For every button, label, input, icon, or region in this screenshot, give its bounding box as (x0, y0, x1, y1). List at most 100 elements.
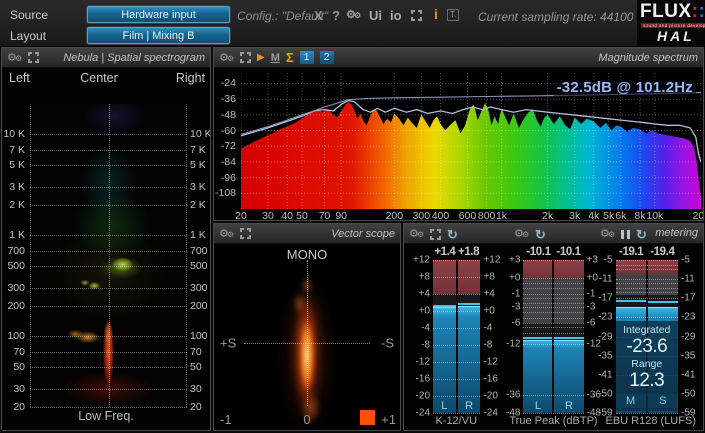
meter-scale-tick: +3 (587, 255, 598, 266)
s-button[interactable]: S (648, 394, 678, 408)
meter-scale-tick: -50 (681, 388, 695, 399)
spectrum-freq-tick: 5k (603, 210, 614, 220)
nebula-freq-tick: 2 K (9, 199, 25, 211)
range-value: 12.3 (629, 371, 664, 391)
meter-peak-marker (433, 305, 456, 307)
help-icon[interactable]: ? (332, 9, 340, 22)
meter-scale-tick: -41 (598, 369, 612, 380)
meter-scale-tick: +0 (419, 305, 430, 316)
meter-scale-tick: -36 (506, 389, 520, 400)
vectorscope-center-line (307, 260, 308, 406)
meter-bar-l: L (433, 260, 456, 413)
meter-scale-tick: -4 (483, 322, 492, 333)
meter-bars: LR (523, 260, 583, 413)
slot-1-button[interactable]: 1 (300, 51, 314, 64)
nebula-gridline (30, 187, 187, 188)
pause-icon[interactable] (621, 230, 630, 239)
m-button[interactable]: M (616, 394, 646, 408)
nebula-gridline (30, 306, 187, 307)
meter-gridline (433, 413, 480, 414)
meter-scale-left: +3+0-1-3-6-12-36-48 (507, 260, 523, 413)
meter-scale-tick: -12 (416, 357, 430, 368)
meter-scale-tick: -20 (483, 391, 497, 402)
io-settings-button[interactable]: io (390, 9, 402, 22)
nebula-gridline (30, 205, 187, 206)
spectrum-db-scale: -24-36-48-60-72-84-96-108 (214, 73, 239, 209)
nebula-freq-tick: 300 (7, 282, 25, 294)
max-hold-icon[interactable]: M (271, 52, 280, 64)
meter-bar-l: L (523, 260, 552, 413)
meter-over-zone (433, 260, 456, 294)
panel-settings-icon[interactable] (514, 227, 529, 241)
meter-over-zone (554, 260, 583, 278)
peak-readout: -10.1 (553, 246, 583, 260)
panel-settings-icon[interactable] (600, 227, 615, 241)
layout-select-button[interactable]: Film | Mixing B (87, 27, 230, 44)
meter-peak-marker (458, 303, 481, 305)
meter-scale-tick: -41 (681, 369, 695, 380)
meter-scale-tick: -17 (681, 293, 695, 304)
meter-scale-tick: -1 (512, 288, 521, 299)
panel-title: metering (655, 227, 698, 239)
meter-scale-tick: +3 (509, 255, 520, 266)
meter-scale-tick: -12 (483, 357, 497, 368)
info-icon[interactable]: i (434, 8, 438, 21)
meter-scale-tick: -8 (421, 340, 430, 351)
reset-meter-icon[interactable]: ↻ (636, 228, 647, 241)
panel-expand-icon[interactable] (240, 52, 251, 63)
panel-expand-icon[interactable] (240, 228, 251, 239)
meter-scale-tick: +12 (483, 255, 500, 266)
spectrum-freq-tick: 10k (646, 210, 663, 220)
panel-expand-icon[interactable] (28, 52, 39, 63)
slot-2-button[interactable]: 2 (320, 51, 334, 64)
spectrum-freq-tick: 50 (296, 210, 308, 220)
reset-meter-icon[interactable]: ↻ (447, 228, 458, 241)
meter-warn-zone (648, 274, 678, 295)
nebula-freq-tick: 70 (13, 346, 25, 358)
panel-settings-icon[interactable] (219, 51, 234, 65)
meter-scale-tick: -6 (512, 317, 521, 328)
panel-settings-icon[interactable] (219, 227, 234, 241)
nebula-freq-tick: 700 (7, 245, 25, 257)
meter-over-zone (648, 260, 678, 274)
panel-settings-icon[interactable] (7, 51, 22, 65)
sum-icon[interactable]: Σ (286, 51, 294, 65)
panel-expand-icon[interactable] (430, 229, 441, 240)
fullscreen-icon[interactable] (411, 10, 422, 21)
meter-over-zone (458, 260, 481, 294)
text-tool-icon[interactable]: T. (447, 9, 459, 21)
spectrum-db-tick: -72 (221, 140, 236, 152)
vectorscope-s-axis-line (244, 343, 370, 344)
close-config-icon[interactable]: X (314, 9, 323, 22)
meter-scale-tick: -5 (681, 255, 690, 266)
spectrum-freq-tick: 400 (432, 210, 450, 220)
spectrum-db-tick: -24 (221, 77, 236, 89)
peak-readout: -10.1 (523, 246, 553, 260)
play-icon[interactable]: ▶ (257, 52, 265, 64)
spectrum-db-tick: -84 (221, 156, 236, 168)
spectrum-db-tick: -108 (215, 187, 236, 199)
spectrum-freq-tick: 6k (615, 210, 626, 220)
meter-peak-marker (554, 337, 583, 339)
meter-scale-tick: +8 (483, 271, 494, 282)
nebula-freq-tick: 5 K (190, 159, 206, 171)
reset-meter-icon[interactable]: ↻ (535, 228, 546, 241)
meter-scale-tick: -5 (604, 255, 613, 266)
ui-settings-button[interactable]: Ui (369, 9, 382, 22)
minus-s-label: -S (381, 335, 394, 350)
minus-one-label: -1 (220, 412, 232, 427)
meter-channel-label: L (433, 400, 456, 412)
spectrum-header: ▶ M Σ 1 2 Magnitude spectrum (214, 48, 703, 68)
meter-peak-marker (616, 300, 646, 302)
metering-panel: ↻ ↻ ↻ metering +1.4+1.8+12+8+4+0-4-8-12-… (403, 223, 704, 431)
nebula-gridline (30, 251, 187, 252)
meter-scale-tick: -3 (587, 302, 596, 313)
nebula-freq-tick: 5 K (9, 159, 25, 171)
zero-label: 0 (303, 412, 310, 427)
meter-scale-tick: -1 (587, 288, 596, 299)
meter-scale-tick: -6 (587, 317, 596, 328)
source-select-button[interactable]: Hardware input (87, 6, 230, 23)
panel-settings-icon[interactable] (409, 227, 424, 241)
meter-scale-tick: -17 (598, 293, 612, 304)
spectrum-freq-tick: 2k (542, 210, 553, 220)
